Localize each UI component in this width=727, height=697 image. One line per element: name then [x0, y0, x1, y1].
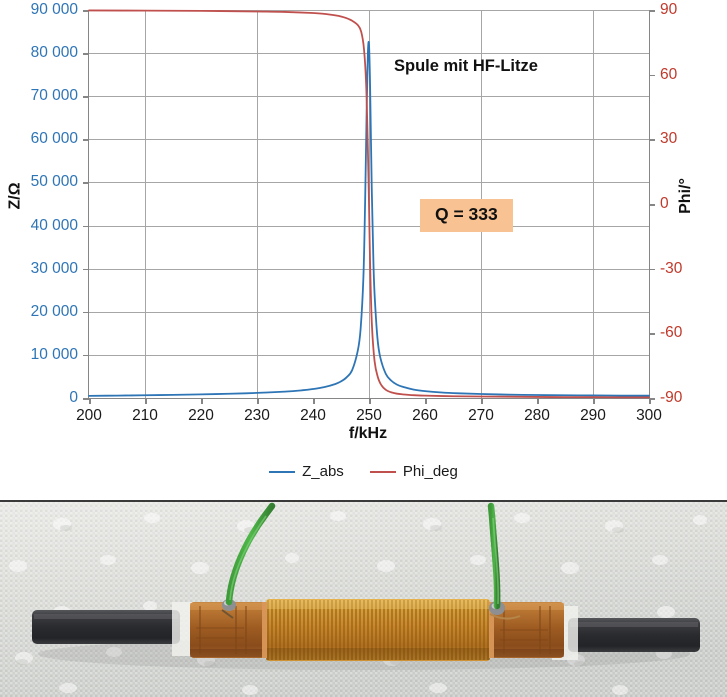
x-axis-tick: [425, 398, 427, 404]
y-axis-right-tick-label: -60: [660, 324, 683, 342]
y-axis-left-tick: [83, 268, 89, 271]
x-axis-tick: [257, 398, 259, 404]
x-axis-tick: [145, 398, 147, 404]
x-axis-tick-label: 250: [356, 407, 382, 424]
coil-photograph: [0, 500, 727, 697]
legend-label-z-abs: Z_abs: [302, 463, 344, 480]
y-axis-left-tick-label: 10 000: [30, 345, 78, 363]
y-axis-right-tick: [649, 74, 655, 77]
y-axis-left-tick: [83, 311, 89, 314]
x-axis-tick-label: 220: [188, 407, 214, 424]
y-axis-left-tick-label: 0: [69, 389, 78, 406]
x-axis-tick: [369, 398, 371, 404]
legend-item-phi-deg[interactable]: Phi_deg: [369, 463, 458, 480]
y-axis-right-tick: [649, 10, 655, 12]
y-axis-left-tick: [83, 225, 89, 228]
y-axis-right-tick-label: 0: [660, 195, 669, 212]
y-axis-left-tick: [83, 10, 89, 12]
y-axis-right-title: Phi/°: [677, 178, 694, 214]
x-axis-tick: [649, 398, 651, 404]
y-axis-right-tick: [649, 333, 655, 335]
x-axis-tick: [537, 398, 539, 404]
gridline-vertical: [257, 10, 258, 398]
x-axis-tick-label: 230: [244, 407, 270, 424]
x-axis-tick-label: 280: [524, 407, 550, 424]
series-line-phi-deg: [88, 9, 650, 399]
y-axis-right-tick: [649, 398, 655, 400]
y-axis-left-tick: [83, 53, 89, 55]
chart-annotation-title: Spule mit HF-Litze: [394, 57, 538, 75]
x-axis-tick: [313, 398, 315, 404]
x-axis-title: f/kHz: [348, 425, 388, 442]
y-axis-right-tick-label: -30: [660, 259, 683, 277]
y-axis-left-tick-label: 20 000: [30, 302, 78, 320]
x-axis-tick: [593, 398, 595, 404]
y-axis-right-tick-label: 30: [660, 130, 678, 148]
x-axis-tick-label: 260: [412, 407, 438, 424]
data-curves: [88, 9, 650, 399]
y-axis-right-tick-label: -90: [660, 389, 683, 406]
x-axis-tick-label: 200: [76, 407, 102, 424]
coil-photo-image: [0, 502, 727, 697]
y-axis-right-tick-label: 90: [660, 1, 678, 18]
y-axis-left-title: Z/Ω: [6, 182, 24, 210]
x-axis-tick-label: 210: [132, 407, 158, 424]
y-axis-left-tick: [83, 139, 89, 141]
y-axis-left-tick-label: 70 000: [30, 87, 78, 105]
y-axis-left-tick-label: 60 000: [30, 130, 78, 148]
y-axis-left-tick-label: 90 000: [30, 1, 78, 18]
impedance-chart-panel: Z/Ω Phi/° f/kHz 0 10 000 20 000 30 000 40 00…: [0, 1, 727, 480]
y-axis-left-tick: [83, 354, 89, 357]
x-axis-tick: [481, 398, 483, 404]
y-axis-left-tick: [83, 398, 89, 400]
y-axis-left-tick: [83, 96, 89, 98]
y-axis-right-tick: [649, 204, 655, 206]
series-line-z-abs: [88, 41, 650, 397]
x-axis-tick-label: 290: [580, 407, 606, 424]
y-axis-right-tick: [649, 268, 655, 271]
legend-label-phi-deg: Phi_deg: [402, 463, 458, 480]
x-axis-tick-label: 270: [468, 407, 494, 424]
x-axis-tick: [201, 398, 203, 404]
x-axis-tick-label: 300: [636, 407, 662, 424]
y-axis-left-tick-label: 80 000: [30, 44, 78, 62]
plot-area: 0 10 000 20 000 30 000 40 000 50 000 60 000 70 …: [31, 1, 683, 424]
y-axis-right-tick: [649, 139, 655, 141]
legend-item-z-abs[interactable]: Z_abs: [269, 463, 344, 480]
x-axis-tick: [89, 398, 91, 404]
y-axis-left-tick-label: 40 000: [30, 216, 78, 234]
y-axis-right-tick-label: 60: [660, 65, 678, 83]
y-axis-left-tick-label: 50 000: [30, 173, 78, 191]
chart-legend: Z_abs Phi_deg: [0, 463, 727, 480]
legend-swatch-phi-deg: [369, 470, 396, 473]
y-axis-left-tick: [83, 182, 89, 185]
x-axis-tick-label: 240: [300, 407, 326, 424]
gridline-vertical: [145, 10, 146, 398]
legend-swatch-z-abs: [269, 470, 296, 473]
y-axis-left-tick-label: 30 000: [30, 259, 78, 277]
gridline-vertical: [593, 10, 594, 398]
q-factor-badge: Q = 333: [420, 199, 513, 232]
